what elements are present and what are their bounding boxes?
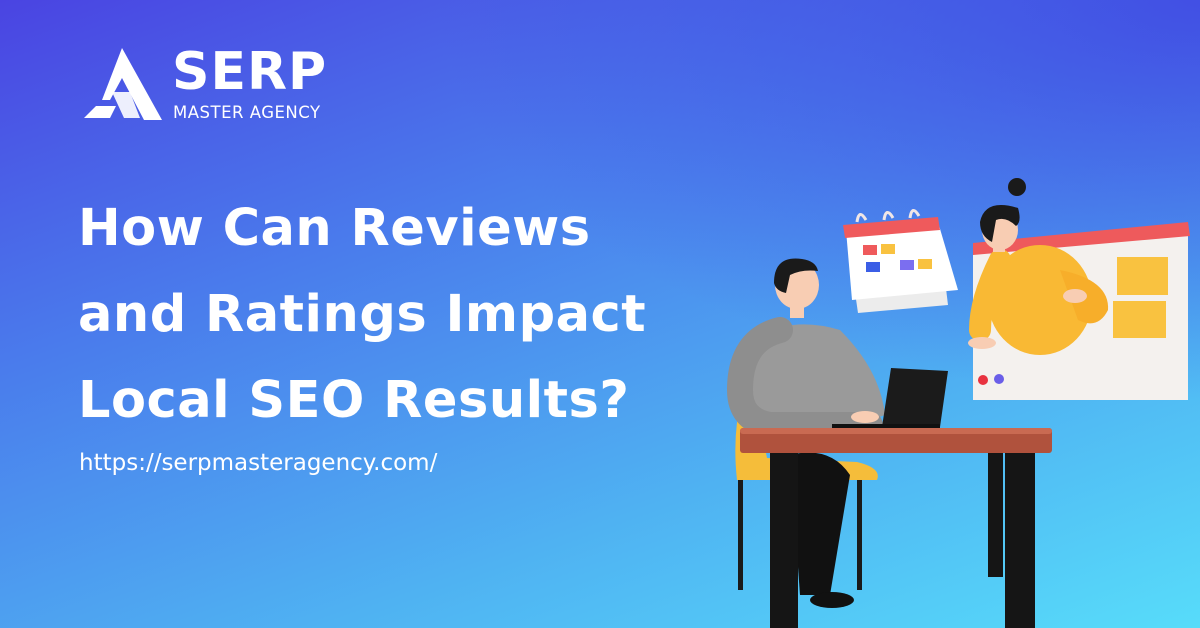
calendar-icon bbox=[843, 209, 958, 313]
brand-subtitle: MASTER AGENCY bbox=[173, 103, 321, 122]
logo-mark-icon bbox=[84, 48, 162, 120]
brand-logo: SERP MASTER AGENCY bbox=[82, 42, 342, 124]
laptop-icon bbox=[832, 368, 948, 428]
headline: How Can Reviews and Ratings Impact Local… bbox=[78, 186, 646, 444]
website-url: https://serpmasteragency.com/ bbox=[79, 450, 438, 476]
man-figure bbox=[726, 258, 885, 608]
woman-figure bbox=[968, 178, 1109, 355]
headline-line: Local SEO Results? bbox=[78, 371, 630, 430]
headline-line: How Can Reviews bbox=[78, 199, 591, 258]
headline-line: and Ratings Impact bbox=[78, 285, 647, 344]
brand-name: SERP bbox=[172, 42, 328, 102]
desk bbox=[740, 428, 1052, 628]
